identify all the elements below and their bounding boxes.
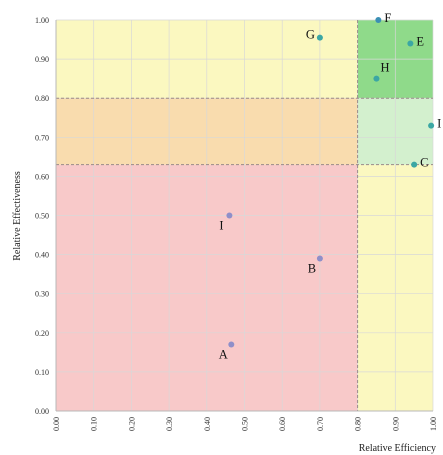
point-label: I: [437, 117, 441, 131]
x-tick-label: 0.50: [241, 417, 250, 431]
y-tick-labels: 0.00 0.10 0.20 0.30 0.40 0.50 0.60 0.70 0.80 0.90…: [35, 16, 49, 416]
x-tick-label: 0.80: [354, 417, 363, 431]
y-tick-label: 0.70: [35, 133, 49, 142]
x-tick-labels: 0.00 0.10 0.20 0.30 0.40 0.50 0.60 0.70 0.80 0.90…: [52, 417, 438, 431]
point-label: I: [219, 219, 223, 233]
y-tick-label: 0.20: [35, 329, 49, 338]
y-tick-label: 0.00: [35, 407, 49, 416]
y-axis-title: Relative Effectiveness: [12, 171, 23, 261]
y-tick-label: 0.40: [35, 251, 49, 260]
point-label: A: [219, 348, 228, 362]
point-label: B: [308, 262, 316, 276]
point-marker: [373, 75, 380, 82]
axes: [55, 20, 433, 412]
point-marker: [226, 212, 233, 219]
point-marker: [375, 17, 382, 23]
point-label: F: [384, 11, 391, 25]
x-tick-label: 0.90: [391, 417, 400, 431]
x-tick-label: 0.10: [90, 417, 99, 431]
x-tick-label: 0.70: [316, 417, 325, 431]
x-tick-label: 0.60: [278, 417, 287, 431]
x-tick-label: 0.00: [52, 417, 61, 431]
point-marker: [428, 122, 435, 129]
point-marker: [316, 255, 323, 262]
point-marker: [407, 40, 414, 47]
y-tick-label: 0.60: [35, 172, 49, 181]
y-tick-label: 0.30: [35, 290, 49, 299]
y-tick-label: 1.00: [35, 16, 49, 25]
point-label: C: [420, 156, 428, 170]
point-label: E: [416, 34, 424, 48]
y-tick-label: 0.90: [35, 55, 49, 64]
y-tick-label: 0.50: [35, 212, 49, 221]
x-tick-label: 0.20: [127, 417, 136, 431]
y-tick-label: 0.80: [35, 94, 49, 103]
point-marker: [316, 34, 323, 41]
threshold-lines: [56, 20, 433, 411]
x-axis-title: Relative Efficiency: [359, 443, 436, 454]
x-tick-label: 1.00: [429, 417, 438, 431]
x-tick-label: 0.30: [165, 417, 174, 431]
point-marker: [411, 161, 418, 168]
y-tick-label: 0.10: [35, 368, 49, 377]
point-marker: [228, 341, 235, 348]
point-label: G: [306, 28, 315, 42]
point-label: H: [380, 61, 389, 75]
data-points: A B I C I H E F G: [219, 11, 441, 362]
x-tick-label: 0.40: [203, 417, 212, 431]
